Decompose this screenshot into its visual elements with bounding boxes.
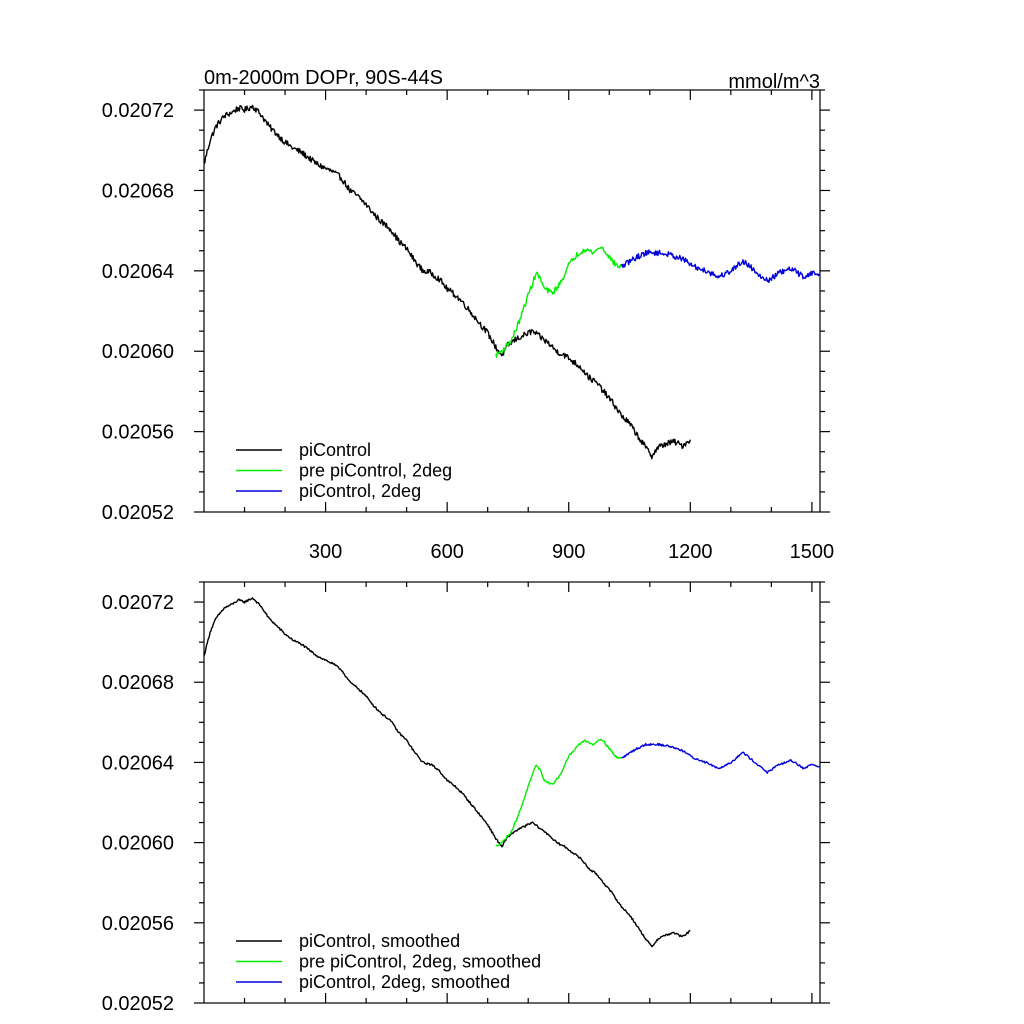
plot-frame [203,581,821,1004]
y-tick-label: 0.02052 [102,502,174,524]
x-tick-label: 1200 [668,541,713,563]
legend-label: pre piControl, 2deg [299,461,452,481]
y-tick-label: 0.02060 [102,833,174,855]
series-line [621,742,821,774]
series-line [203,597,691,948]
legend-label: piControl, smoothed [299,931,460,951]
legend-label: piControl, 2deg [299,481,421,501]
y-tick-label: 0.02064 [102,261,174,283]
y-tick-label: 0.02056 [102,913,174,935]
chart-title: 0m-2000m DOPr, 90S-44S [204,67,443,89]
y-tick-label: 0.02072 [102,100,174,122]
series-line [203,104,691,460]
legend-label: piControl [299,440,371,460]
x-tick-label: 300 [309,541,342,563]
series-line [495,246,623,358]
y-tick-label: 0.02052 [102,993,174,1015]
y-tick-label: 0.02060 [102,341,174,363]
series-line [495,738,622,847]
legend-label: piControl, 2deg, smoothed [299,972,510,992]
bottom-panel: 0.02052 0.02056 0.02060 0.02064 0.02068 0.020… [102,581,830,1015]
y-tick-label: 0.02056 [102,422,174,444]
x-tick-label: 600 [430,541,463,563]
series-line [620,249,821,284]
legend-label: pre piControl, 2deg, smoothed [299,952,541,972]
y-tick-label: 0.02068 [102,180,174,202]
y-tick-label: 0.02064 [102,752,174,774]
units-label: mmol/m^3 [728,71,820,93]
plot-frame [203,89,821,513]
y-tick-label: 0.02072 [102,592,174,614]
top-panel: 300 600 900 1200 1500 0.02052 0.02056 0.02060 0.… [102,67,834,563]
y-tick-label: 0.02068 [102,672,174,694]
x-tick-label: 900 [552,541,585,563]
x-tick-label: 1500 [790,541,835,563]
